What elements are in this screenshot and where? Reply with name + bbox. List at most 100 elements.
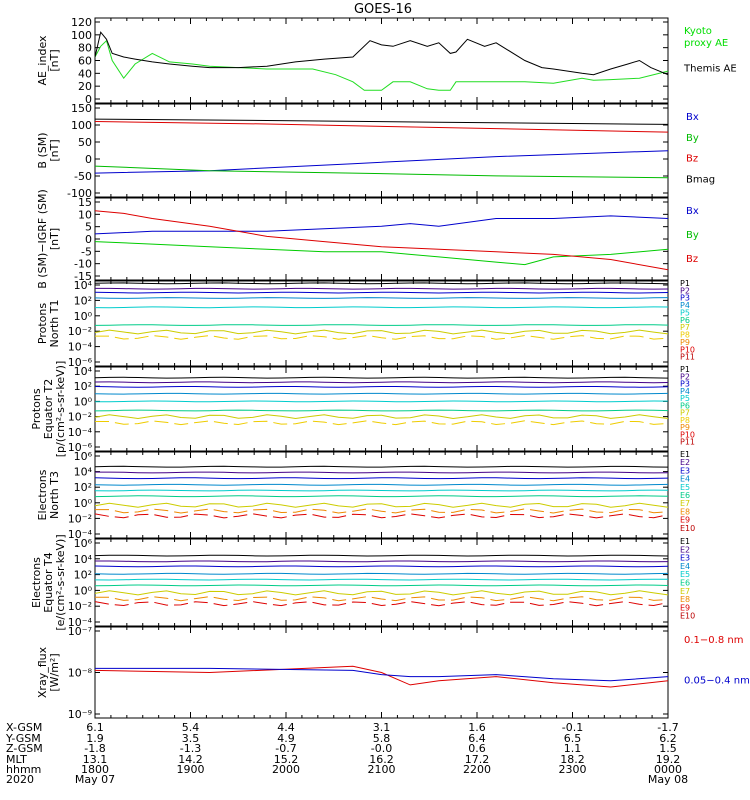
channel-line-P7 xyxy=(94,329,669,335)
channel-label: P2 xyxy=(680,372,690,381)
channel-label: E1 xyxy=(680,450,690,459)
y-tick-label: 10² xyxy=(74,481,92,494)
series-line-1 xyxy=(94,39,669,91)
channel-line-P2 xyxy=(95,287,669,290)
y-axis-label: Equator T2 xyxy=(42,379,55,439)
x-axis-value: 1.1 xyxy=(564,742,582,755)
y-tick-label: 10² xyxy=(74,294,92,307)
x-axis-value: 0000 xyxy=(654,763,682,776)
y-tick-label: 10⁶ xyxy=(74,537,93,550)
channel-label: P10 xyxy=(680,345,695,354)
panel-4: 10⁴ 10² 10⁰ 10⁻² 10⁻⁴ 10⁻⁶ Protons North T1 P1P2… xyxy=(36,279,695,369)
channel-label: P7 xyxy=(680,409,690,418)
y-tick-label: 40 xyxy=(78,67,92,80)
series-line-1 xyxy=(94,118,669,125)
series-line-1 xyxy=(94,215,669,235)
x-axis-value: 5.4 xyxy=(182,721,200,734)
channel-label: E8 xyxy=(680,595,690,604)
channel-label: E9 xyxy=(680,603,690,612)
y-tick-label: 10⁰ xyxy=(74,395,93,408)
channel-line-P5 xyxy=(95,400,669,403)
panel-frame xyxy=(94,451,669,539)
x-axis-value: 16.2 xyxy=(369,753,394,766)
y-tick-label: 10⁴ xyxy=(74,279,93,292)
channel-label: E5 xyxy=(680,483,690,492)
channel-label: E10 xyxy=(680,612,695,621)
channel-line-E7 xyxy=(94,590,669,596)
x-axis-value: -0.0 xyxy=(371,742,392,755)
legend-entry: Bx xyxy=(686,206,699,217)
x-axis-value: 1800 xyxy=(81,763,109,776)
channel-line-P6 xyxy=(94,409,669,412)
legend-entry: Kyoto xyxy=(684,26,712,37)
y-tick-label: 10⁻² xyxy=(68,600,92,613)
y-tick-label: -5 xyxy=(81,245,92,258)
y-tick-label: 0 xyxy=(85,153,92,166)
y-axis-label: Protons xyxy=(36,303,49,344)
x-axis-value: 13.1 xyxy=(83,753,108,766)
x-axis-value: 6.1 xyxy=(86,721,104,734)
x-axis-value: 15.2 xyxy=(274,753,299,766)
series-line-2 xyxy=(94,31,669,76)
y-tick-label: -100 xyxy=(67,187,92,200)
channel-line-E5 xyxy=(94,578,669,581)
legend-entry: Themis AE xyxy=(683,64,737,75)
channel-label: P4 xyxy=(680,301,690,310)
x-axis-value: 0.6 xyxy=(468,742,486,755)
legend-entry: Bx xyxy=(686,112,699,123)
x-axis-value: 19.2 xyxy=(656,753,681,766)
x-axis-value: 1.9 xyxy=(86,732,104,745)
legend-entry: By xyxy=(686,133,699,144)
y-tick-label: 10⁻⁴ xyxy=(68,616,93,629)
legend-entry: Bmag xyxy=(686,174,715,185)
panel-7: 10⁶ 10⁴ 10² 10⁰ 10⁻² 10⁻⁴ Electrons Equator T4[… xyxy=(30,534,695,630)
y-tick-label: 0 xyxy=(85,233,92,246)
channel-label: P11 xyxy=(680,438,695,447)
channel-line-E2 xyxy=(95,560,669,563)
series-line-3 xyxy=(94,150,669,174)
channel-label: E2 xyxy=(680,458,690,467)
channel-line-E4 xyxy=(94,483,669,486)
x-row-label: Z-GSM xyxy=(6,742,43,755)
channel-label: E7 xyxy=(680,587,690,596)
x-axis-value: 2000 xyxy=(272,763,300,776)
channel-line-P4 xyxy=(94,297,669,299)
y-tick-label: 120 xyxy=(71,16,92,29)
y-tick-label: 10⁻² xyxy=(68,512,92,525)
channel-line-P7 xyxy=(94,414,669,420)
x-row-label: X-GSM xyxy=(6,721,42,734)
y-tick-label: 150 xyxy=(71,102,92,115)
y-axis-label: [nT] xyxy=(48,139,61,161)
panel-frame xyxy=(94,103,669,198)
y-tick-label: 60 xyxy=(78,55,92,68)
y-tick-label: -10 xyxy=(74,258,92,271)
channel-line-P8 xyxy=(95,334,669,340)
channel-line-E1 xyxy=(94,554,669,557)
channel-line-E1 xyxy=(94,465,669,468)
x-axis-value: 14.2 xyxy=(178,753,203,766)
y-tick-label: 10 xyxy=(78,208,92,221)
y-axis-label: [p/(cm²-s-sr-keV)] xyxy=(54,361,67,458)
y-tick-label: 10⁻⁷ xyxy=(68,625,92,638)
x-axis-value: 2300 xyxy=(559,763,587,776)
y-tick-label: 50 xyxy=(78,136,92,149)
x-axis-value: -1.7 xyxy=(657,721,678,734)
y-tick-label: 20 xyxy=(78,80,92,93)
channel-line-E9 xyxy=(94,601,669,607)
x-axis-value: -0.7 xyxy=(275,742,296,755)
channel-label: P3 xyxy=(680,294,690,303)
channel-line-E3 xyxy=(94,565,669,568)
panel-frame xyxy=(94,280,669,367)
channel-label: E7 xyxy=(680,499,690,508)
legend-entry: Bz xyxy=(686,154,698,165)
channel-line-P4 xyxy=(94,392,669,395)
channel-label: P3 xyxy=(680,380,690,389)
y-tick-label: 15 xyxy=(78,196,92,209)
x-axis-value: 2100 xyxy=(368,763,396,776)
series-line-2 xyxy=(94,241,669,266)
x-axis-value: 3.5 xyxy=(182,732,200,745)
y-tick-label: 10⁻⁹ xyxy=(68,708,92,721)
